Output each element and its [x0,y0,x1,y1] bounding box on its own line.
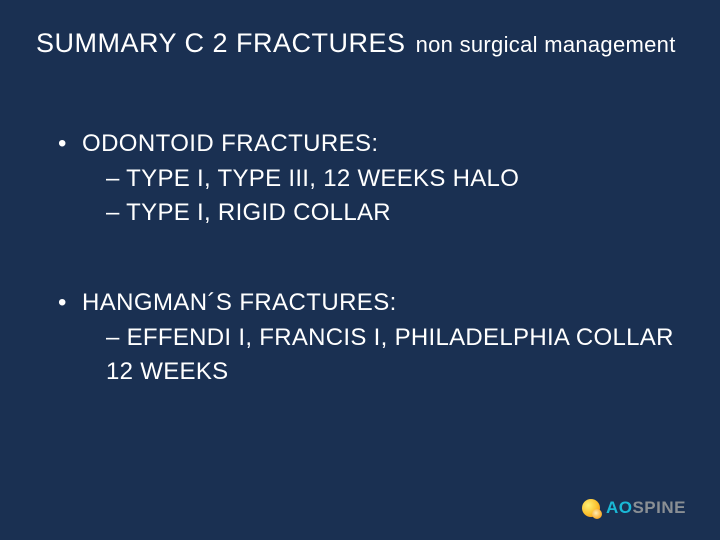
section-odontoid: • ODONTOID FRACTURES: – TYPE I, TYPE III… [58,127,684,230]
section-heading: • ODONTOID FRACTURES: [58,127,684,162]
logo-suffix: SPINE [632,498,686,518]
list-item: – TYPE I, TYPE III, 12 WEEKS HALO [106,162,684,196]
logo-prefix: AO [606,498,633,518]
list-item: – TYPE I, RIGID COLLAR [106,196,684,230]
logo-text: AO SPINE [606,498,686,518]
title-main: SUMMARY C 2 FRACTURES [36,28,406,59]
sub-item-list: – TYPE I, TYPE III, 12 WEEKS HALO – TYPE… [58,162,684,230]
bullet-icon: • [58,127,82,162]
list-item: – EFFENDI I, FRANCIS I, PHILADELPHIA COL… [106,321,684,389]
slide-content: • ODONTOID FRACTURES: – TYPE I, TYPE III… [36,127,684,389]
section-hangman: • HANGMAN´S FRACTURES: – EFFENDI I, FRAN… [58,286,684,389]
aospine-logo: AO SPINE [582,498,686,518]
logo-globe-icon [582,499,600,517]
title-subtitle: non surgical management [416,32,676,58]
slide-title: SUMMARY C 2 FRACTURES non surgical manag… [36,28,684,59]
section-heading-text: HANGMAN´S FRACTURES: [82,286,397,321]
section-heading-text: ODONTOID FRACTURES: [82,127,379,162]
sub-item-list: – EFFENDI I, FRANCIS I, PHILADELPHIA COL… [58,321,684,389]
bullet-icon: • [58,286,82,321]
section-heading: • HANGMAN´S FRACTURES: [58,286,684,321]
slide-root: SUMMARY C 2 FRACTURES non surgical manag… [0,0,720,540]
